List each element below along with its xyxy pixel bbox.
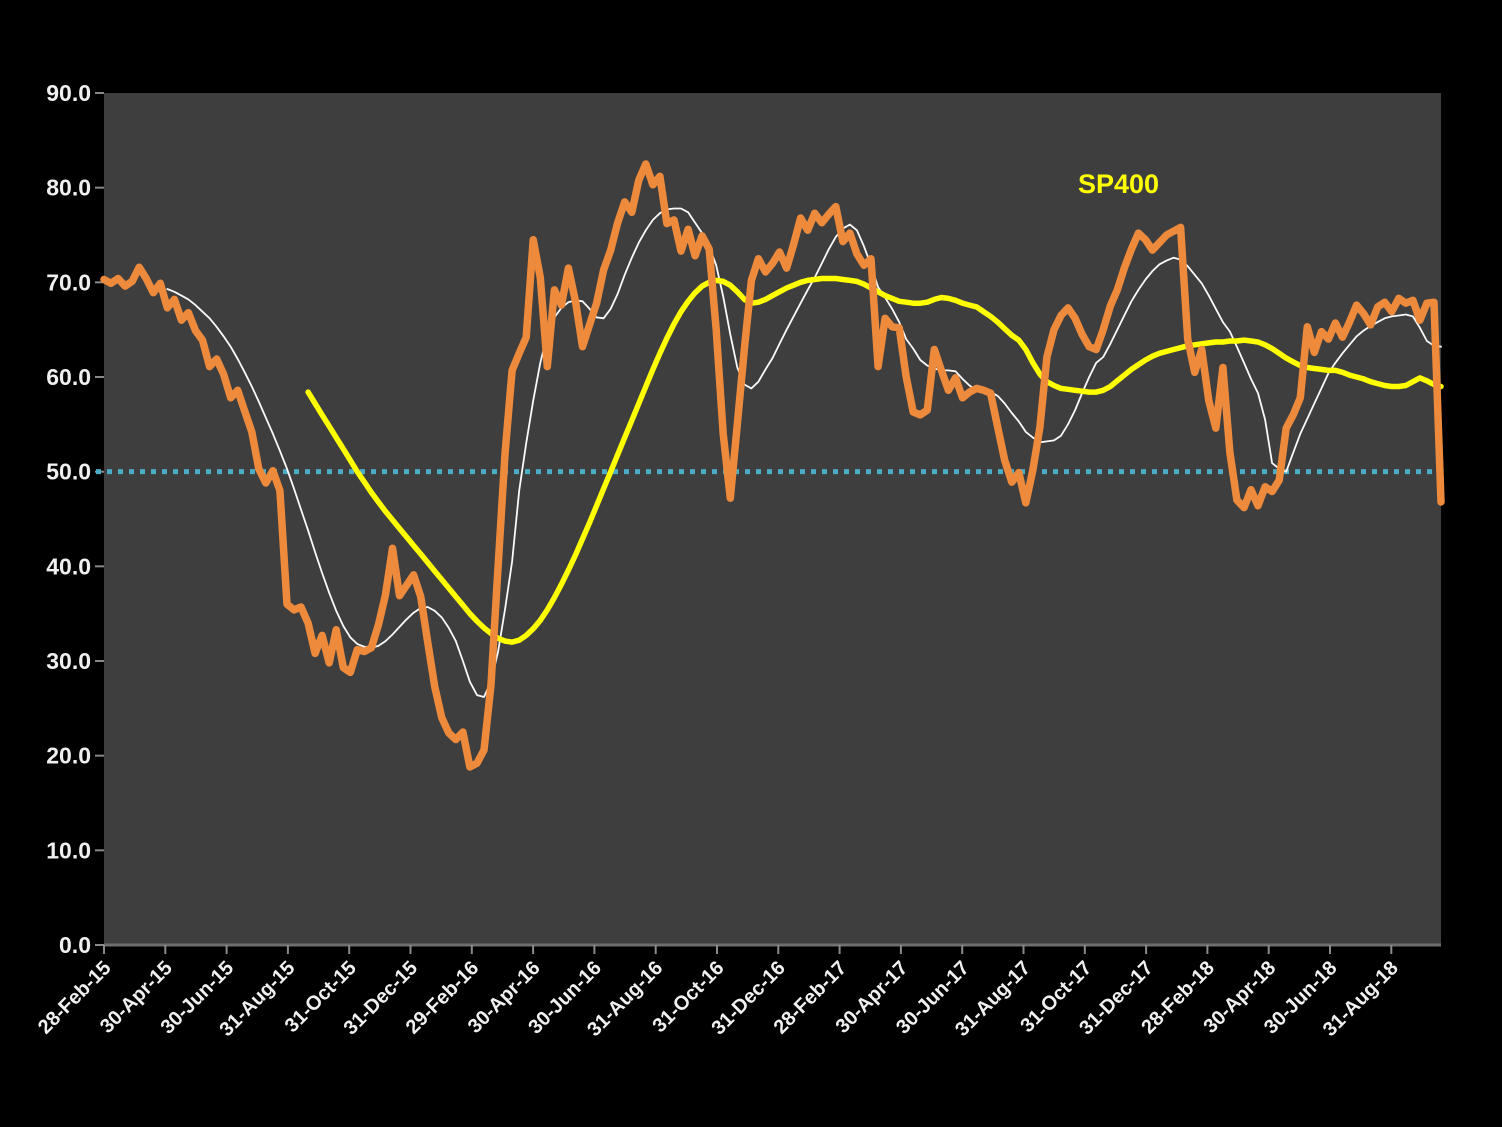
series-line-white-moving-average [166, 207, 1442, 698]
y-tick-label: 80.0 [46, 175, 91, 201]
x-axis-labels: 28-Feb-1530-Apr-1530-Jun-1531-Aug-1531-O… [34, 957, 1403, 1041]
y-tick-label: 20.0 [46, 743, 91, 769]
y-tick-label: 0.0 [59, 932, 91, 958]
y-tick-label: 50.0 [46, 459, 91, 485]
y-tick-label: 70.0 [46, 269, 91, 295]
y-tick-label: 60.0 [46, 364, 91, 390]
x-axis-ticks [103, 945, 1393, 954]
sp400-series-label: SP400 [1078, 169, 1159, 199]
y-tick-label: 40.0 [46, 553, 91, 579]
plot-area [104, 93, 1441, 945]
y-tick-label: 90.0 [46, 80, 91, 106]
y-axis-labels: 0.0 10.0 20.0 30.0 40.0 50.0 60.0 70.0 80.0 90.0 [46, 80, 91, 958]
y-tick-label: 10.0 [46, 837, 91, 863]
y-axis-ticks [95, 92, 104, 946]
series-line-orange-weekly-indicator [100, 160, 1445, 771]
y-tick-label: 30.0 [46, 648, 91, 674]
series-lines [100, 160, 1445, 771]
